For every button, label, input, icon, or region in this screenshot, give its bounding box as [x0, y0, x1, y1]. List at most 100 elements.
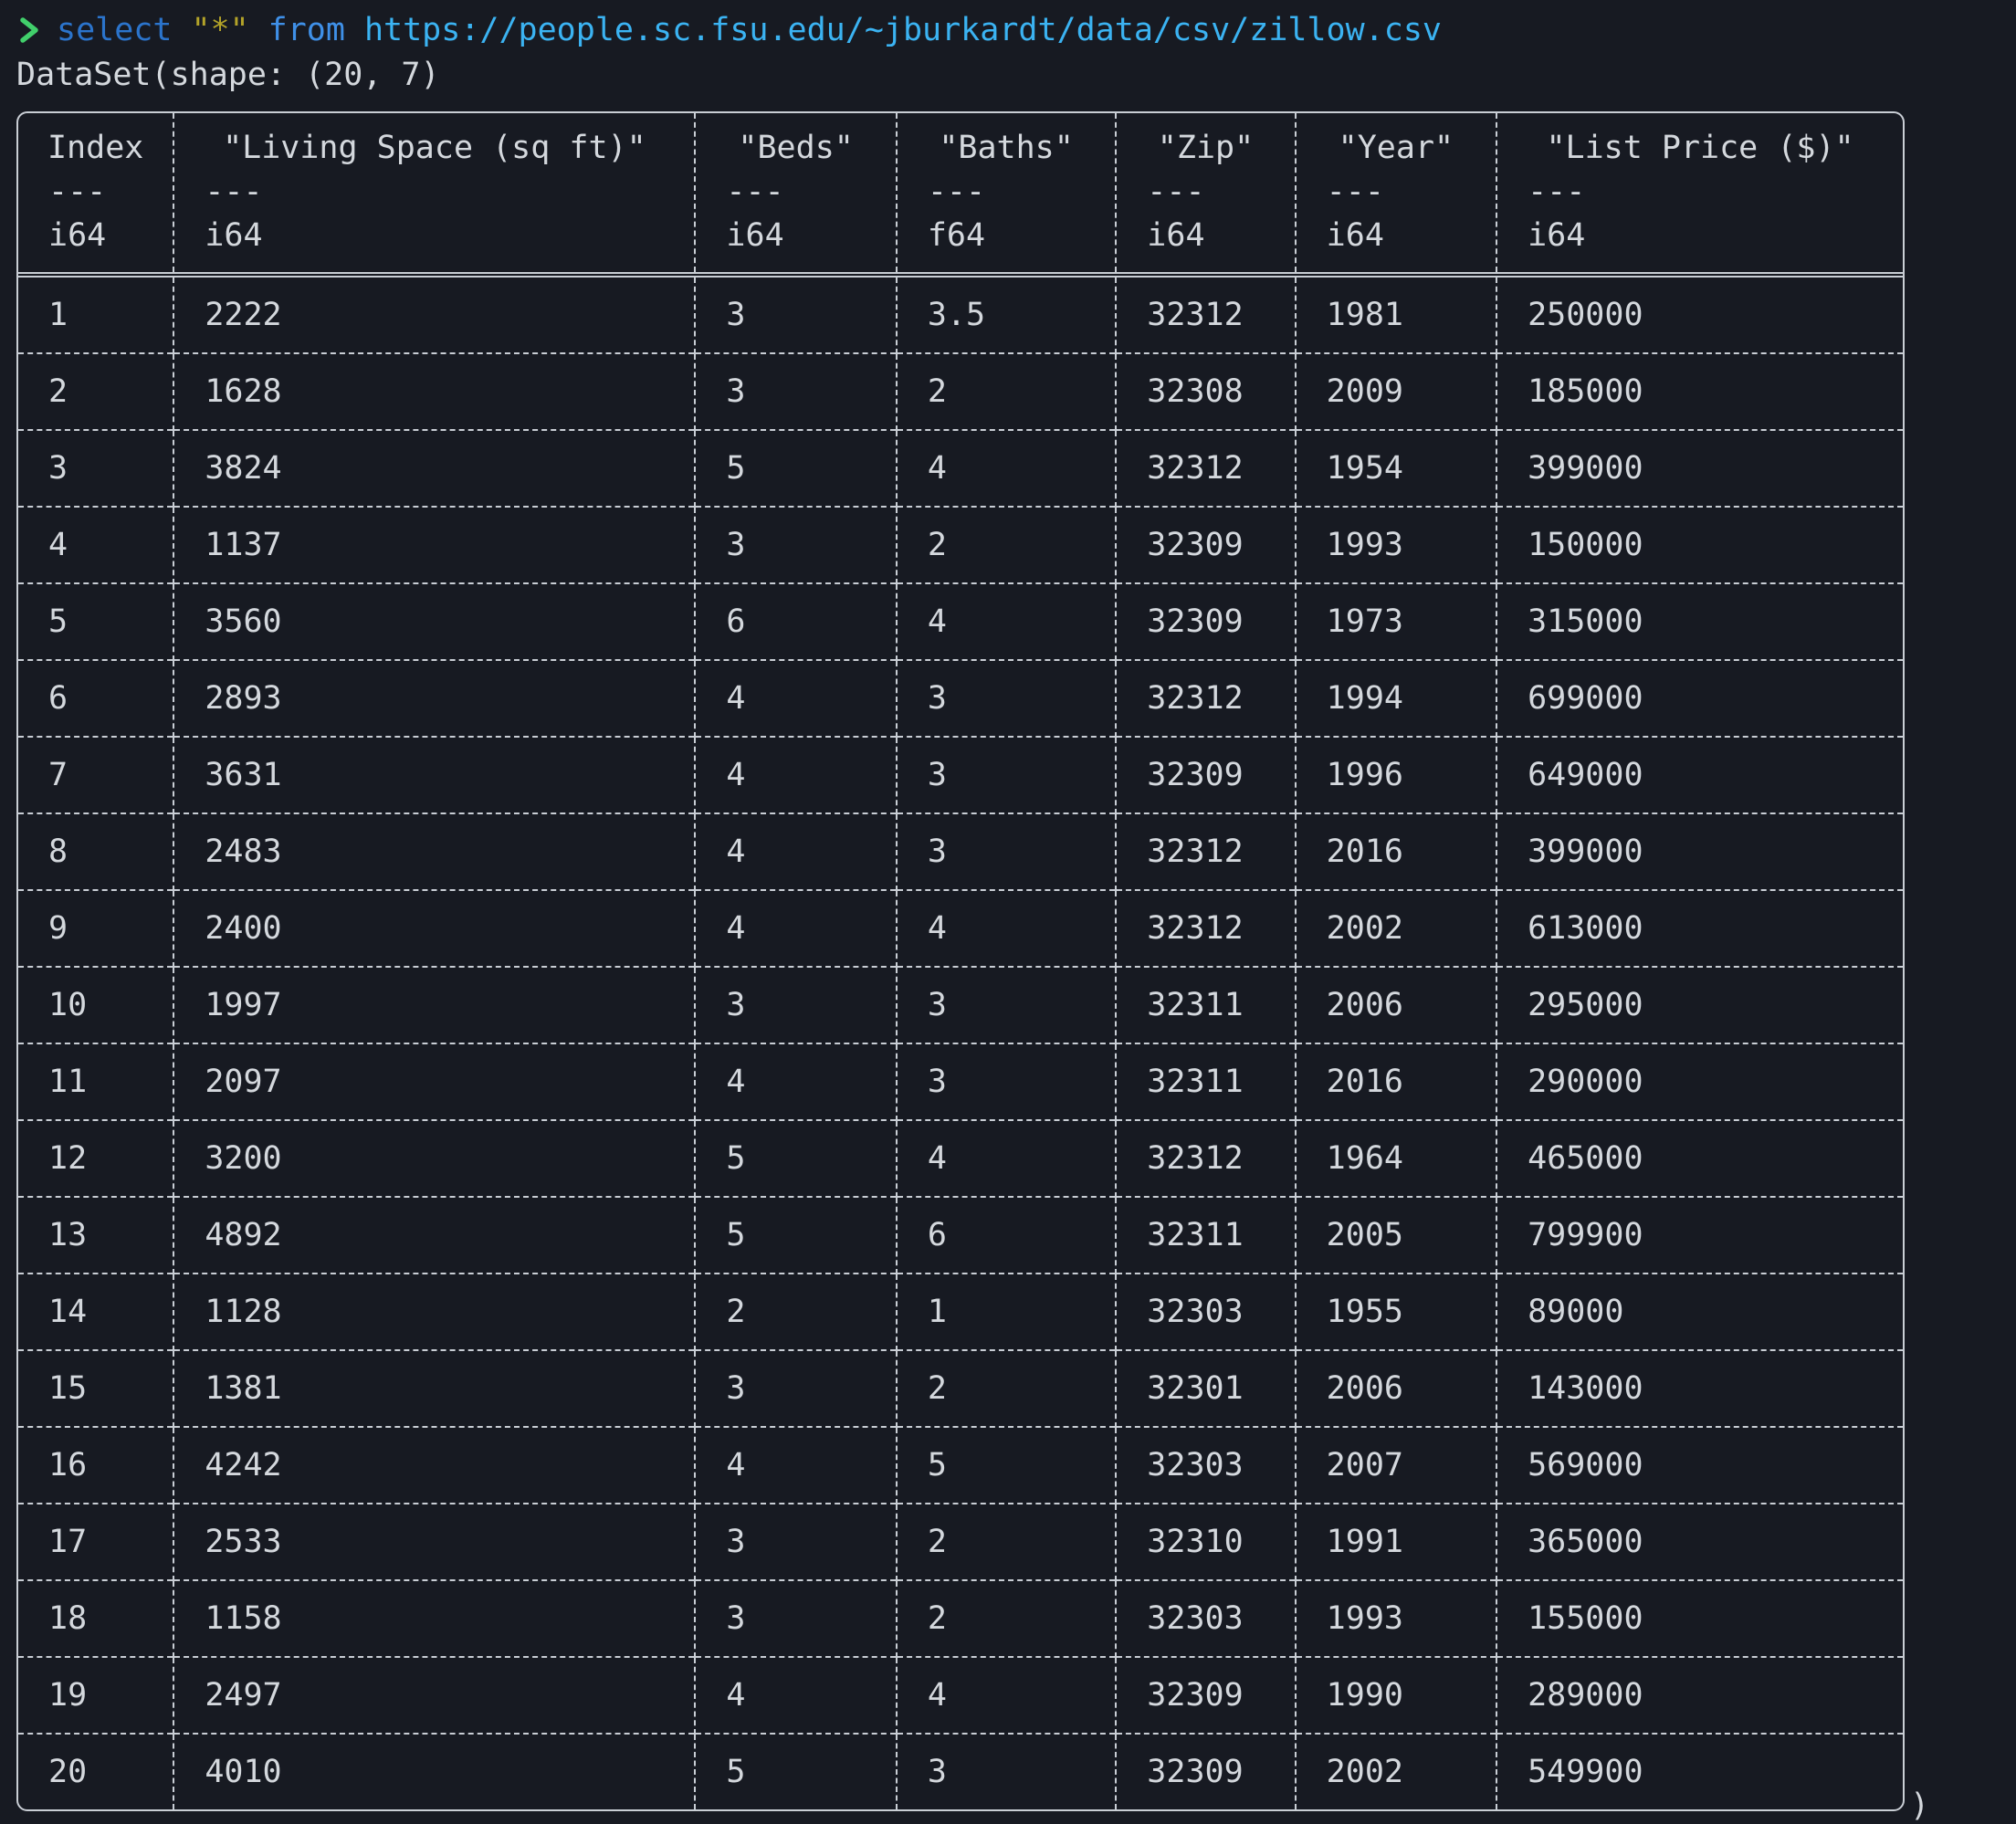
table-cell: 3 — [694, 1349, 897, 1427]
table-cell: 32312 — [1115, 812, 1296, 890]
table-cell: 32312 — [1115, 1119, 1296, 1197]
table-cell: 32312 — [1115, 659, 1296, 737]
table-cell: 399000 — [1496, 429, 1903, 507]
column-name: "List Price ($)" — [1546, 130, 1854, 166]
table-cell: 315000 — [1496, 582, 1903, 660]
table-row: 9 2400 4 4 32312 2002 613000 — [18, 889, 1903, 967]
column-separator: --- — [1528, 173, 1586, 210]
column-dtype: i64 — [205, 217, 263, 254]
table-cell: 1128 — [173, 1273, 696, 1350]
table-cell: 9 — [18, 889, 174, 967]
table-row: 15 1381 3 2 32301 2006 143000 — [18, 1349, 1903, 1427]
table-cell: 20 — [18, 1733, 174, 1809]
table-cell: 32309 — [1115, 1733, 1296, 1809]
column-header-index: Index --- i64 — [18, 113, 174, 278]
table-cell: 2 — [895, 1503, 1117, 1580]
table-cell: 1954 — [1294, 429, 1497, 507]
table-cell: 2893 — [173, 659, 696, 737]
table-cell: 1991 — [1294, 1503, 1497, 1580]
table-cell: 1955 — [1294, 1273, 1497, 1350]
table-cell: 32303 — [1115, 1579, 1296, 1657]
column-separator: --- — [1326, 173, 1384, 210]
table-cell: 4 — [694, 1043, 897, 1120]
table-row: 6 2893 4 3 32312 1994 699000 — [18, 659, 1903, 737]
table-cell: 1981 — [1294, 275, 1497, 353]
table-cell: 1137 — [173, 506, 696, 583]
table-cell: 32309 — [1115, 736, 1296, 813]
table-cell: 250000 — [1496, 275, 1903, 353]
column-header-beds: "Beds" --- i64 — [694, 113, 897, 278]
table-cell: 1993 — [1294, 506, 1497, 583]
closing-paren: ) — [1910, 1787, 1930, 1824]
table-cell: 3 — [895, 1043, 1117, 1120]
column-dtype: i64 — [1147, 217, 1205, 254]
table-cell: 2005 — [1294, 1196, 1497, 1274]
table-cell: 2 — [694, 1273, 897, 1350]
table-cell: 2 — [895, 352, 1117, 430]
table-cell: 32309 — [1115, 506, 1296, 583]
table-cell: 3631 — [173, 736, 696, 813]
table-cell: 465000 — [1496, 1119, 1903, 1197]
table-cell: 2400 — [173, 889, 696, 967]
result-table: Index --- i64 "Living Space (sq ft)" ---… — [18, 113, 1903, 1809]
table-cell: 32303 — [1115, 1273, 1296, 1350]
table-cell: 3 — [694, 1503, 897, 1580]
table-cell: 16 — [18, 1426, 174, 1504]
table-cell: 1381 — [173, 1349, 696, 1427]
prompt-chevron-icon — [16, 14, 42, 47]
dataset-shape-line: DataSet(shape: (20, 7) — [16, 57, 440, 93]
column-header-year: "Year" --- i64 — [1294, 113, 1497, 278]
table-cell: 799900 — [1496, 1196, 1903, 1274]
table-cell: 4892 — [173, 1196, 696, 1274]
table-row: 7 3631 4 3 32309 1996 649000 — [18, 736, 1903, 813]
table-cell: 32301 — [1115, 1349, 1296, 1427]
table-cell: 3 — [694, 352, 897, 430]
table-cell: 4010 — [173, 1733, 696, 1809]
table-cell: 2533 — [173, 1503, 696, 1580]
table-header: Index --- i64 "Living Space (sq ft)" ---… — [18, 113, 1903, 278]
table-cell: 3 — [18, 429, 174, 507]
table-cell: 4 — [18, 506, 174, 583]
table-cell: 2 — [895, 1349, 1117, 1427]
table-cell: 12 — [18, 1119, 174, 1197]
table-cell: 4 — [895, 1656, 1117, 1734]
table-cell: 2009 — [1294, 352, 1497, 430]
column-header-living-space: "Living Space (sq ft)" --- i64 — [173, 113, 696, 278]
table-cell: 4 — [895, 1119, 1117, 1197]
column-separator: --- — [48, 173, 107, 210]
table-cell: 32312 — [1115, 889, 1296, 967]
table-cell: 2 — [895, 1579, 1117, 1657]
column-separator: --- — [927, 173, 986, 210]
table-cell: 6 — [694, 582, 897, 660]
table-cell: 5 — [694, 1196, 897, 1274]
table-cell: 4242 — [173, 1426, 696, 1504]
table-cell: 2 — [18, 352, 174, 430]
table-cell: 32311 — [1115, 966, 1296, 1043]
table-row: 3 3824 5 4 32312 1954 399000 — [18, 429, 1903, 507]
command-line[interactable]: select "*" from https://people.sc.fsu.edu/~… — [16, 7, 2016, 53]
table-cell: 3 — [694, 506, 897, 583]
column-name: Index — [47, 130, 144, 166]
column-header-baths: "Baths" --- f64 — [895, 113, 1117, 278]
column-dtype: i64 — [726, 217, 784, 254]
table-cell: 5 — [18, 582, 174, 660]
table-cell: 5 — [694, 429, 897, 507]
table-row: 18 1158 3 2 32303 1993 155000 — [18, 1579, 1903, 1657]
header-row: Index --- i64 "Living Space (sq ft)" ---… — [18, 113, 1903, 278]
table-cell: 2222 — [173, 275, 696, 353]
table-cell: 10 — [18, 966, 174, 1043]
table-cell: 4 — [694, 889, 897, 967]
table-cell: 1994 — [1294, 659, 1497, 737]
table-cell: 1993 — [1294, 1579, 1497, 1657]
table-cell: 32311 — [1115, 1043, 1296, 1120]
table-cell: 14 — [18, 1273, 174, 1350]
table-cell: 3 — [694, 966, 897, 1043]
table-row: 12 3200 5 4 32312 1964 465000 — [18, 1119, 1903, 1197]
table-row: 17 2533 3 2 32310 1991 365000 — [18, 1503, 1903, 1580]
table-cell: 150000 — [1496, 506, 1903, 583]
table-cell: 8 — [18, 812, 174, 890]
table-cell: 7 — [18, 736, 174, 813]
column-name: "Year" — [1338, 130, 1454, 166]
table-cell: 2006 — [1294, 966, 1497, 1043]
table-cell: 4 — [694, 1426, 897, 1504]
